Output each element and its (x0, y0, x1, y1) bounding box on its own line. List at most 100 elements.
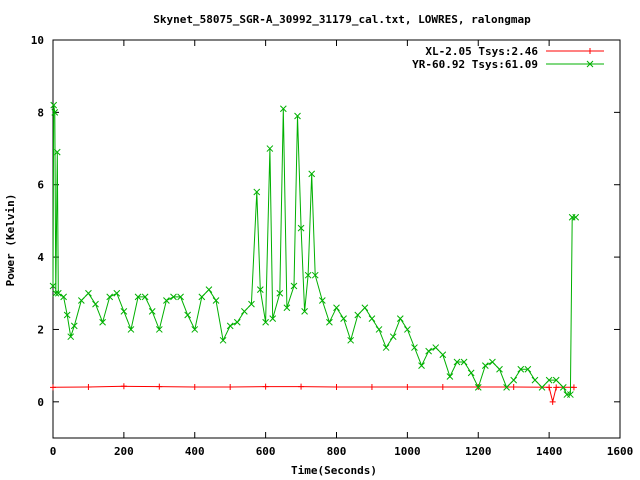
data-point (570, 384, 577, 391)
data-point (177, 293, 184, 301)
axis-ticks: 0 200 400 600 800 1000 1200 1400 1600 0 2 4 6 8 10 (31, 34, 634, 458)
data-point (361, 304, 369, 312)
data-point (510, 376, 518, 384)
data-point (54, 289, 62, 297)
data-point (276, 289, 284, 297)
data-point (290, 282, 298, 290)
data-point (120, 383, 127, 390)
data-point (106, 293, 114, 301)
data-point (198, 293, 206, 301)
data-point (411, 344, 418, 351)
plot-frame (52, 39, 621, 439)
data-point (156, 383, 163, 390)
x-axis-label: Time(Seconds) (291, 464, 377, 477)
data-point (51, 109, 59, 116)
series-line (52, 105, 576, 396)
data-point (241, 308, 248, 315)
legend-marker (586, 60, 594, 68)
data-point (333, 304, 340, 312)
data-point (226, 322, 234, 330)
data-point (155, 326, 163, 333)
data-point (163, 297, 170, 304)
legend-marker (587, 48, 593, 54)
x-tick-label: 1400 (536, 445, 563, 458)
data-point (297, 224, 305, 232)
data-point (389, 333, 397, 341)
data-point (253, 188, 261, 196)
data-point (294, 112, 301, 120)
data-point (553, 384, 560, 391)
data-point (134, 293, 142, 301)
data-point (148, 308, 156, 315)
data-point (262, 318, 269, 326)
data-point (559, 383, 567, 391)
x-tick-label: 1000 (394, 445, 421, 458)
data-point (141, 293, 149, 301)
data-point (496, 365, 503, 373)
data-point (572, 213, 580, 221)
data-point (340, 315, 347, 322)
data-point (212, 297, 220, 304)
data-point (474, 383, 482, 391)
series-layer (49, 101, 580, 405)
plot-border (52, 39, 621, 439)
data-point (404, 326, 411, 333)
legend-label: YR-60.92 Tsys:61.09 (412, 58, 538, 71)
x-tick-label: 0 (50, 445, 57, 458)
data-point (262, 383, 269, 390)
data-point (50, 384, 56, 391)
data-point (77, 297, 85, 304)
data-point (347, 336, 355, 344)
data-point (545, 376, 553, 384)
data-point (301, 308, 308, 315)
series-1 (50, 383, 577, 405)
data-point (248, 300, 255, 308)
data-point (439, 383, 446, 390)
data-point (50, 101, 58, 109)
data-point (524, 365, 532, 373)
data-point (446, 373, 454, 380)
data-point (52, 289, 60, 297)
y-tick-label: 10 (31, 34, 44, 47)
chart-title: Skynet_58075_SGR-A_30992_31179_cal.txt, … (153, 13, 531, 26)
data-point (219, 336, 227, 344)
x-tick-label: 400 (185, 445, 205, 458)
data-point (418, 362, 425, 369)
x-tick-label: 200 (114, 445, 134, 458)
data-point (279, 105, 287, 113)
data-point (127, 326, 135, 333)
y-tick-label: 4 (37, 251, 44, 264)
y-tick-label: 6 (37, 179, 44, 192)
data-point (60, 293, 67, 301)
data-point (113, 289, 121, 297)
data-point (481, 362, 489, 369)
data-point (432, 344, 440, 351)
data-point (269, 315, 277, 322)
data-point (191, 326, 199, 333)
series-line (52, 385, 574, 402)
x-tick-label: 1600 (607, 445, 634, 458)
data-point (308, 170, 316, 178)
data-point (467, 369, 475, 377)
data-point (184, 311, 192, 319)
data-point (304, 271, 312, 279)
data-point (326, 318, 333, 326)
y-tick-label: 2 (37, 323, 44, 336)
x-tick-label: 800 (327, 445, 347, 458)
data-point (318, 297, 326, 304)
data-point (368, 383, 375, 390)
data-point (453, 358, 461, 366)
data-point (404, 383, 411, 390)
data-point (368, 315, 376, 322)
data-point (425, 347, 432, 355)
data-point (439, 351, 447, 359)
data-point (92, 300, 99, 308)
data-point (382, 344, 390, 351)
data-point (233, 318, 241, 326)
data-point (298, 383, 305, 390)
data-point (311, 271, 319, 279)
data-point (256, 286, 264, 294)
legend-label: XL-2.05 Tsys:2.46 (425, 45, 538, 58)
data-point (489, 358, 496, 366)
